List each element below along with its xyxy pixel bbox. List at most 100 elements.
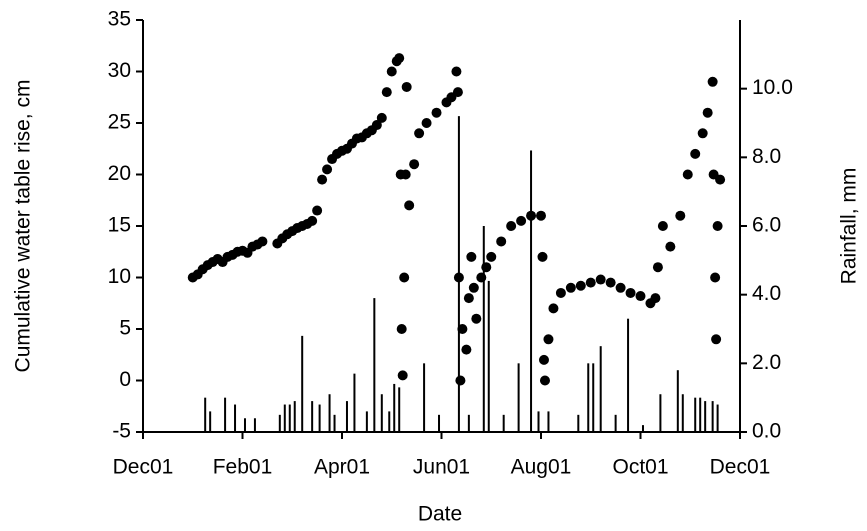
- x-tick-label: Jun01: [413, 456, 470, 479]
- data-point: [457, 324, 468, 334]
- data-point: [371, 120, 382, 131]
- data-point: [452, 87, 463, 98]
- rainfall-bar: [365, 411, 368, 432]
- data-point: [409, 159, 420, 170]
- data-point: [690, 148, 701, 159]
- rainfall-bar: [537, 411, 540, 432]
- data-point: [401, 81, 412, 92]
- rainfall-bar: [438, 414, 441, 432]
- data-point: [455, 375, 466, 386]
- y-tick-label: 0: [119, 368, 131, 391]
- data-point: [394, 53, 405, 64]
- rainfall-bar: [641, 425, 644, 432]
- rainfall-bar: [482, 226, 485, 432]
- data-point: [702, 107, 713, 118]
- data-point: [431, 107, 442, 118]
- rainfall-bar: [502, 414, 505, 432]
- data-point: [652, 262, 663, 273]
- rainfall-bar: [380, 394, 383, 432]
- rainfall-bar: [393, 383, 396, 432]
- data-point: [712, 221, 723, 231]
- rainfall-bar: [253, 418, 256, 432]
- data-point: [555, 287, 566, 298]
- rainfall-bar: [288, 404, 291, 432]
- data-point: [625, 287, 636, 298]
- x-tick-label: Dec01: [113, 456, 174, 479]
- y-tick-label: 15: [108, 214, 131, 237]
- data-point: [481, 262, 492, 273]
- rainfall-bar: [699, 397, 702, 432]
- rainfall-bar: [547, 411, 550, 432]
- data-point: [396, 324, 407, 334]
- data-point: [548, 303, 559, 314]
- rainfall-bar: [209, 411, 212, 432]
- data-point: [516, 215, 527, 226]
- y-tick-label: 10: [108, 265, 131, 288]
- data-point: [697, 128, 708, 139]
- rainfall-bar: [659, 394, 662, 432]
- data-point: [665, 241, 676, 252]
- data-point: [453, 272, 464, 283]
- data-point: [421, 118, 432, 128]
- rainfall-bar: [599, 346, 602, 432]
- data-point: [536, 210, 546, 221]
- data-point: [257, 236, 268, 247]
- data-point: [537, 251, 548, 262]
- y-tick-label: 30: [108, 59, 131, 82]
- rainfall-bar: [530, 150, 533, 432]
- data-point: [635, 291, 646, 302]
- rainfall-bar: [243, 418, 246, 432]
- data-point: [707, 76, 718, 87]
- y-tick-label: -5: [112, 420, 131, 443]
- rainfall-bar: [278, 414, 281, 432]
- rainfall-bar: [627, 318, 630, 432]
- rainfall-bar: [423, 363, 426, 432]
- y-tick-label: 20: [108, 162, 131, 185]
- data-point: [400, 169, 411, 180]
- data-point: [461, 344, 472, 355]
- y2-tick-label: 8.0: [752, 145, 781, 168]
- x-tick-label: Oct01: [612, 456, 668, 479]
- data-point: [711, 334, 722, 345]
- data-point: [496, 236, 507, 247]
- data-point: [376, 112, 387, 123]
- rainfall-bar: [676, 370, 679, 432]
- data-point: [715, 174, 726, 185]
- data-point: [468, 282, 479, 293]
- data-point: [650, 293, 661, 304]
- rainfall-bar: [328, 394, 331, 432]
- rainfall-bar: [234, 404, 237, 432]
- rainfall-bar: [592, 363, 595, 432]
- y2-axis-title: Rainfall, mm: [838, 168, 861, 285]
- y2-tick-label: 10.0: [752, 76, 793, 99]
- data-point: [682, 169, 693, 180]
- data-point: [539, 375, 550, 386]
- rainfall-bar: [204, 397, 207, 432]
- data-point: [486, 251, 497, 262]
- data-point: [463, 293, 474, 304]
- rainfall-bar: [373, 298, 376, 432]
- data-point: [615, 282, 626, 293]
- data-point: [575, 280, 586, 291]
- rainfall-bar: [333, 414, 336, 432]
- data-point: [404, 200, 415, 211]
- rainfall-bar: [487, 280, 490, 432]
- rainfall-bar: [517, 363, 520, 432]
- rainfall-bar: [587, 363, 590, 432]
- rainfall-bar: [577, 414, 580, 432]
- data-point: [307, 215, 318, 226]
- x-tick-label: Dec01: [710, 456, 771, 479]
- rainfall-bar: [716, 404, 719, 432]
- y-tick-label: 5: [119, 317, 131, 340]
- rainfall-bar: [711, 401, 714, 432]
- rainfall-bar: [345, 401, 348, 432]
- data-point: [526, 210, 537, 221]
- data-point: [322, 164, 333, 175]
- rainfall-bar: [224, 397, 227, 432]
- rainfall-bar: [694, 397, 697, 432]
- data-point: [605, 277, 616, 288]
- data-point: [312, 205, 323, 216]
- rainfall-bar: [704, 401, 707, 432]
